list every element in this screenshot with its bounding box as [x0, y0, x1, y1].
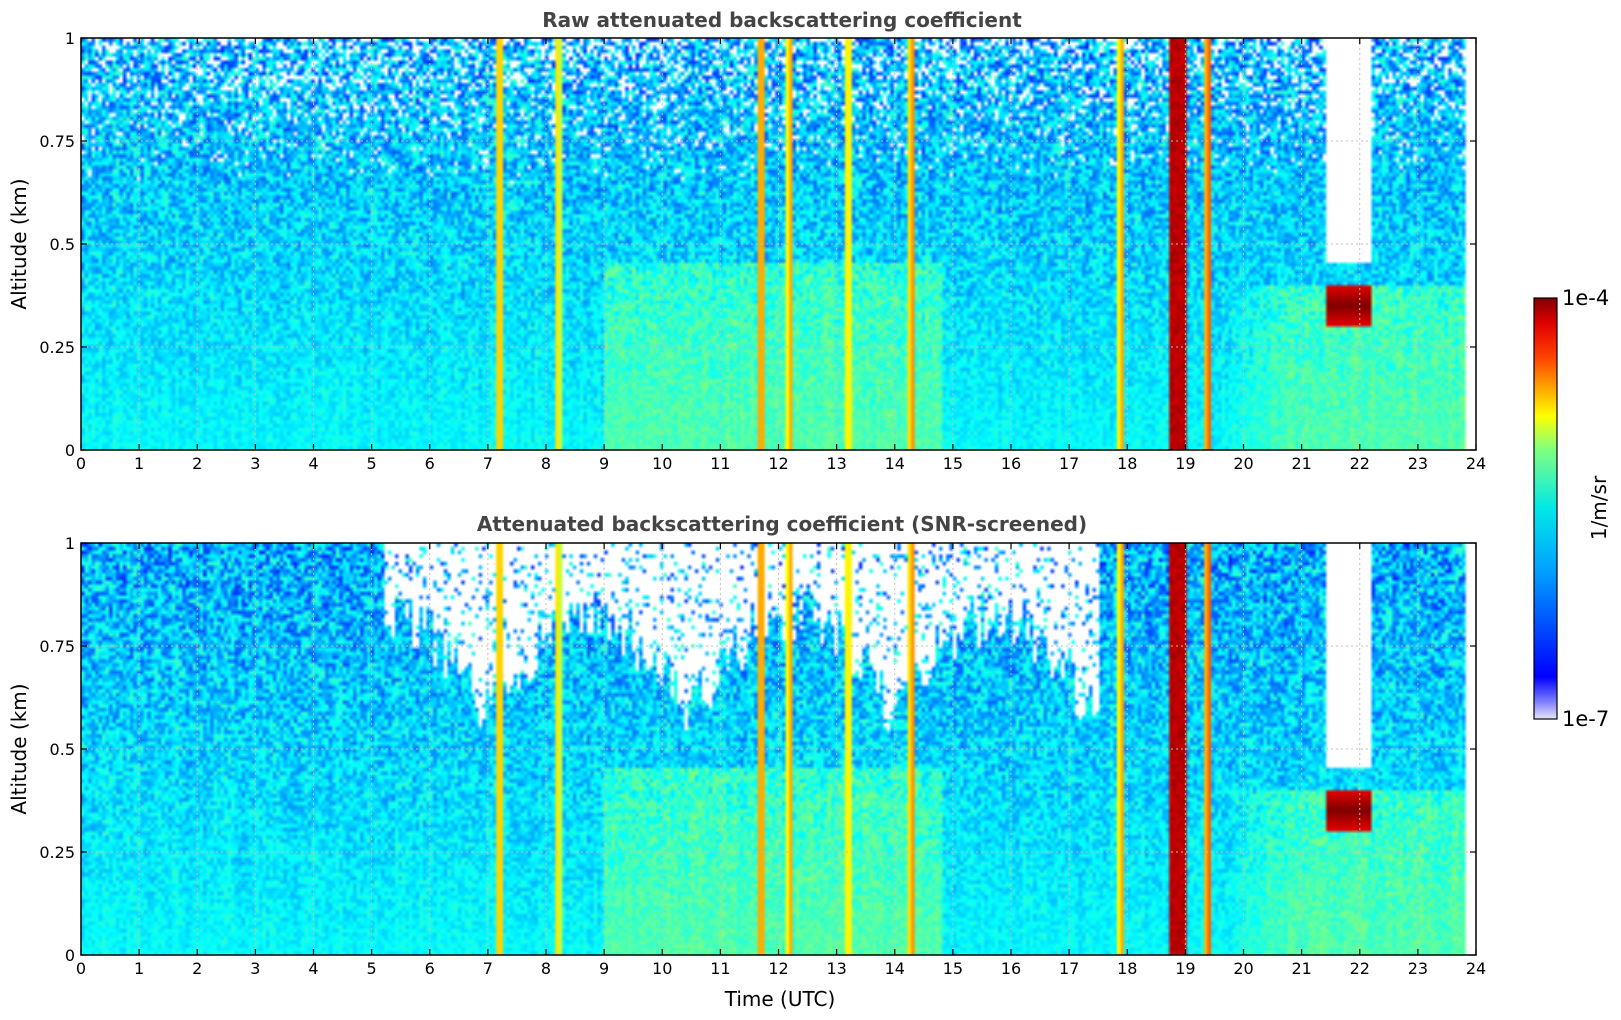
x-tick-label: 16: [1001, 959, 1021, 978]
colorbar-unit-label: 1/m/sr: [1587, 475, 1611, 540]
x-tick-label: 6: [425, 454, 435, 473]
x-tick-label: 14: [885, 454, 905, 473]
x-tick-label: 10: [652, 454, 672, 473]
x-tick-label: 22: [1350, 959, 1370, 978]
y-axis-label-screened: Altitude (km): [7, 683, 31, 814]
x-tick-label: 19: [1175, 959, 1195, 978]
x-tick-label: 17: [1059, 454, 1079, 473]
x-tick-label: 8: [541, 454, 551, 473]
x-tick-label: 8: [541, 959, 551, 978]
x-tick-label: 6: [425, 959, 435, 978]
x-tick-label: 7: [483, 454, 493, 473]
y-tick-label: 0.25: [39, 338, 75, 357]
x-tick-label: 20: [1233, 454, 1253, 473]
y-tick-label: 1: [65, 534, 75, 553]
x-tick-label: 15: [943, 454, 963, 473]
x-tick-label: 10: [652, 959, 672, 978]
x-tick-label: 23: [1408, 959, 1428, 978]
x-tick-label: 1: [134, 454, 144, 473]
x-tick-label: 24: [1466, 454, 1486, 473]
x-tick-label: 4: [308, 959, 318, 978]
x-tick-label: 16: [1001, 454, 1021, 473]
y-ticks-screened: 0 0.25 0.5 0.75 1: [39, 534, 1476, 965]
colorbar-max-label: 1e-4: [1562, 286, 1609, 310]
x-tick-label: 2: [192, 959, 202, 978]
chart-title-raw: Raw attenuated backscattering coefficien…: [542, 8, 1022, 32]
x-tick-label: 12: [768, 959, 788, 978]
x-tick-label: 15: [943, 959, 963, 978]
x-tick-label: 20: [1233, 959, 1253, 978]
x-tick-label: 9: [599, 454, 609, 473]
x-tick-label: 5: [367, 959, 377, 978]
gridlines-raw: [81, 38, 1476, 450]
y-tick-label: 0.75: [39, 132, 75, 151]
y-ticks-raw: 0 0.25 0.5 0.75 1: [39, 29, 1476, 460]
y-tick-label: 0: [65, 946, 75, 965]
x-tick-label: 18: [1117, 959, 1137, 978]
x-tick-label: 5: [367, 454, 377, 473]
x-tick-label: 21: [1291, 454, 1311, 473]
x-tick-label: 0: [76, 959, 86, 978]
x-tick-label: 19: [1175, 454, 1195, 473]
x-tick-label: 3: [250, 454, 260, 473]
colorbar-min-label: 1e-7: [1562, 707, 1609, 731]
x-tick-label: 14: [885, 959, 905, 978]
y-tick-label: 0.5: [50, 235, 75, 254]
x-tick-label: 22: [1350, 454, 1370, 473]
y-tick-label: 0.75: [39, 637, 75, 656]
x-tick-label: 9: [599, 959, 609, 978]
x-tick-label: 2: [192, 454, 202, 473]
chart-title-screened: Attenuated backscattering coefficient (S…: [477, 512, 1087, 536]
x-tick-label: 21: [1291, 959, 1311, 978]
gridlines-screened: [81, 543, 1476, 955]
x-tick-label: 23: [1408, 454, 1428, 473]
x-tick-label: 13: [826, 959, 846, 978]
x-tick-label: 11: [710, 959, 730, 978]
panel-screened: Attenuated backscattering coefficient (S…: [7, 512, 1486, 1011]
x-tick-label: 3: [250, 959, 260, 978]
x-tick-label: 4: [308, 454, 318, 473]
x-tick-label: 7: [483, 959, 493, 978]
x-tick-label: 18: [1117, 454, 1137, 473]
x-tick-label: 13: [826, 454, 846, 473]
colorbar: 1e-4 1e-7 1/m/sr: [1533, 286, 1611, 731]
x-tick-label: 24: [1466, 959, 1486, 978]
y-axis-label-raw: Altitude (km): [7, 178, 31, 309]
colorbar-gradient: [1533, 297, 1558, 720]
x-ticks-raw: 0 1 2 3 4 5 6 7 8 9 10 11 12 13 14 15 16 17 18 19 20 21 22 23 24: [76, 38, 1486, 473]
y-tick-label: 0: [65, 441, 75, 460]
y-tick-label: 1: [65, 29, 75, 48]
y-tick-label: 0.25: [39, 843, 75, 862]
x-ticks-screened: 0 1 2 3 4 5 6 7 8 9 10 11 12 13 14 15 16 17 18 19 20 21 22 23 24: [76, 543, 1486, 978]
x-tick-label: 1: [134, 959, 144, 978]
x-tick-label: 11: [710, 454, 730, 473]
x-tick-label: 12: [768, 454, 788, 473]
y-tick-label: 0.5: [50, 740, 75, 759]
x-axis-label: Time (UTC): [724, 987, 836, 1011]
x-tick-label: 17: [1059, 959, 1079, 978]
x-tick-label: 0: [76, 454, 86, 473]
panel-raw: Raw attenuated backscattering coefficien…: [7, 8, 1486, 473]
